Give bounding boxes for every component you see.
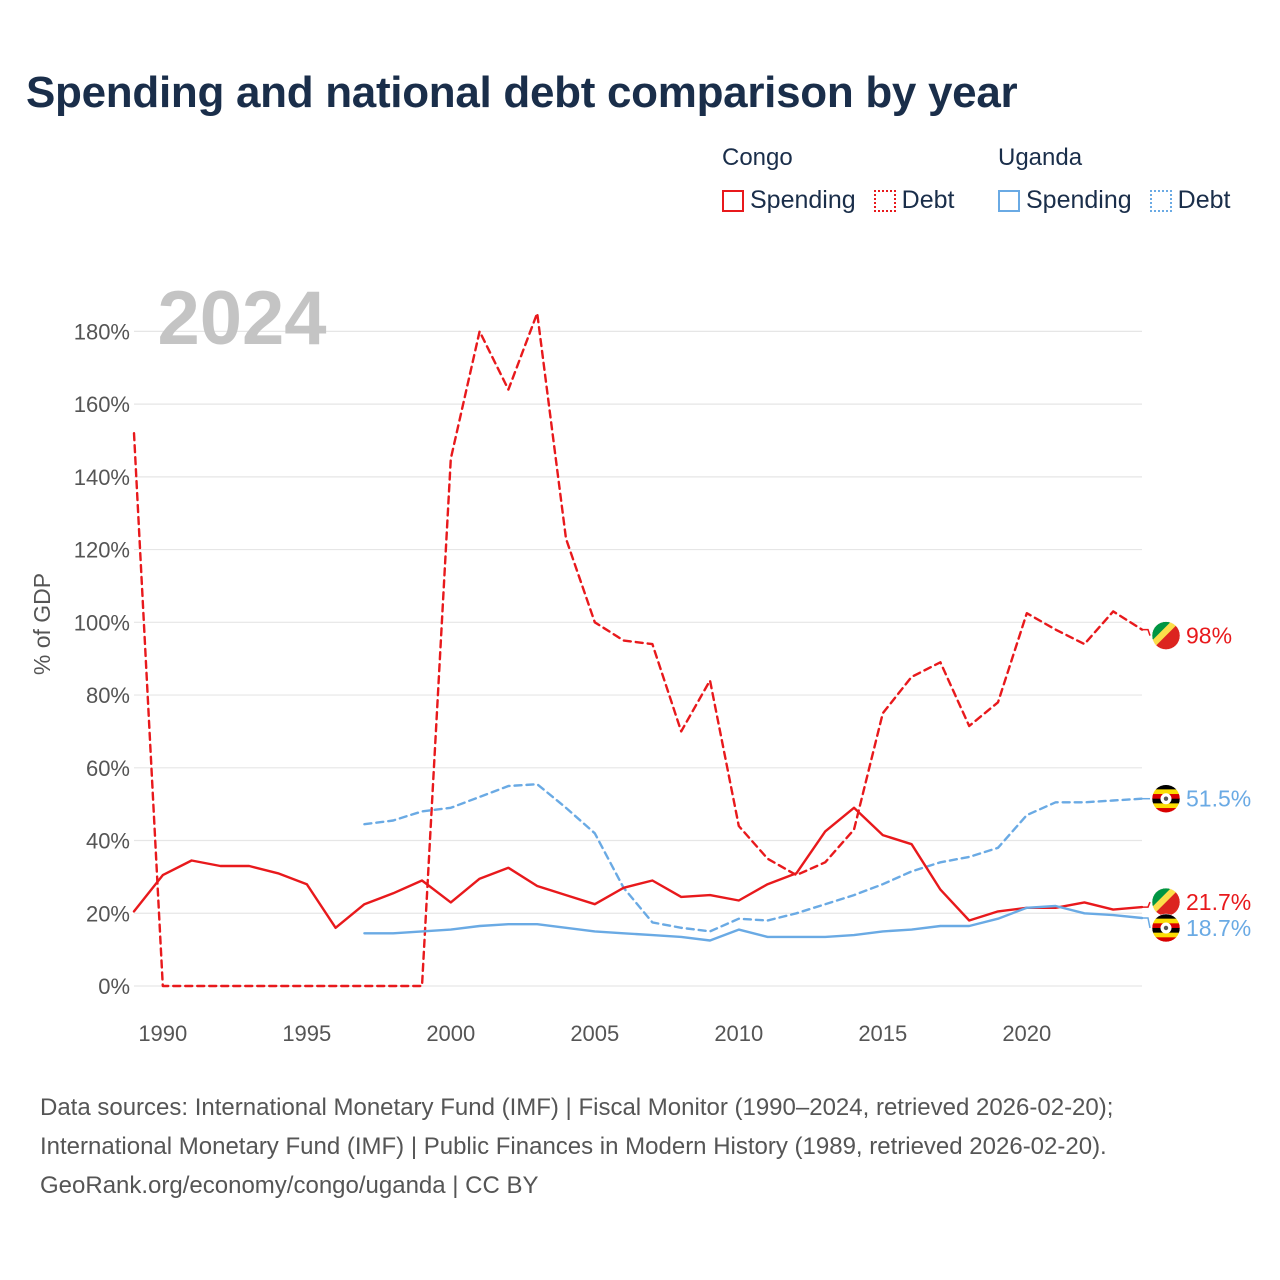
- y-tick-label: 80%: [86, 683, 130, 708]
- y-tick-label: 60%: [86, 756, 130, 781]
- series-line-congo-spending[interactable]: [132, 806, 1144, 929]
- source-line-3[interactable]: GeoRank.org/economy/congo/uganda | CC BY: [40, 1172, 539, 1199]
- end-value-label: 98%: [1186, 623, 1232, 649]
- y-tick-label: 40%: [86, 829, 130, 854]
- year-watermark: 2024: [157, 276, 326, 361]
- legend-item-label: Spending: [1026, 186, 1132, 214]
- end-value-label: 18.7%: [1186, 915, 1251, 941]
- congo-flag-icon: [1151, 887, 1181, 917]
- legend-swatch-dotted: [873, 189, 896, 212]
- end-value-label: 51.5%: [1186, 786, 1251, 812]
- legend-congo-debt[interactable]: Debt: [873, 186, 955, 215]
- x-tick-label: 1995: [282, 1021, 331, 1046]
- y-tick-label: 140%: [74, 465, 130, 490]
- legend-country-label: Congo: [722, 144, 793, 171]
- y-tick-label: 100%: [74, 610, 130, 635]
- source-line-2: International Monetary Fund (IMF) | Publ…: [40, 1133, 1107, 1160]
- data-sources: Data sources: International Monetary Fun…: [40, 1088, 1113, 1205]
- y-tick-label: 180%: [74, 319, 130, 344]
- legend-swatch-dotted: [1149, 189, 1172, 212]
- y-axis-title: % of GDP: [29, 573, 55, 675]
- end-label-connector: [1142, 901, 1151, 908]
- x-tick-label: 2000: [426, 1021, 475, 1046]
- legend-country-label: Uganda: [998, 144, 1083, 171]
- x-tick-label: 2010: [714, 1021, 763, 1046]
- legend-swatch-solid: [998, 189, 1020, 212]
- end-label-connector: [1142, 628, 1151, 636]
- legend-congo-spending[interactable]: Spending: [722, 186, 856, 215]
- end-value-label: 21.7%: [1186, 889, 1251, 915]
- congo-flag-icon: [1151, 621, 1181, 650]
- x-tick-label: 2015: [858, 1021, 907, 1046]
- end-label-connector: [1142, 917, 1151, 929]
- series-line-congo-debt[interactable]: [132, 312, 1144, 988]
- line-chart: 0% 20% 40% 60% 80% 100% 120% 140% 160% 180% 1990 19…: [29, 276, 1251, 1046]
- x-tick-label: 2005: [570, 1021, 619, 1046]
- uganda-flag-icon: [1151, 913, 1181, 943]
- y-tick-label: 0%: [98, 974, 130, 999]
- legend-group-congo: Congo Spending Debt: [722, 144, 972, 215]
- chart-title: Spending and national debt comparison by…: [26, 68, 1018, 117]
- legend-swatch-solid: [722, 189, 744, 212]
- x-tick-label: 2020: [1002, 1021, 1051, 1046]
- legend-item-label: Spending: [750, 186, 856, 214]
- source-line-1: Data sources: International Monetary Fun…: [40, 1094, 1114, 1121]
- legend-uganda-spending[interactable]: Spending: [998, 186, 1132, 215]
- legend-item-label: Debt: [901, 186, 955, 214]
- x-tick-label: 1990: [138, 1021, 187, 1046]
- uganda-flag-icon: [1151, 784, 1181, 813]
- series-line-uganda-spending[interactable]: [363, 904, 1144, 942]
- legend-item-label: Debt: [1177, 186, 1231, 214]
- y-tick-label: 120%: [74, 538, 130, 563]
- legend-group-uganda: Uganda Spending Debt: [998, 144, 1248, 215]
- legend-uganda-debt[interactable]: Debt: [1149, 186, 1231, 215]
- y-tick-label: 160%: [74, 392, 130, 417]
- y-tick-label: 20%: [86, 901, 130, 926]
- series-line-uganda-debt[interactable]: [363, 783, 1144, 933]
